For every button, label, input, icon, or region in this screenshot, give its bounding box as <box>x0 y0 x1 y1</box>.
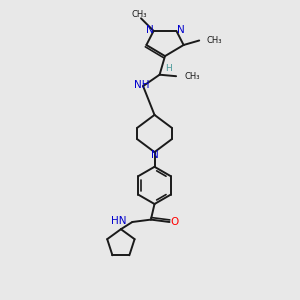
Text: N: N <box>177 25 184 35</box>
Text: O: O <box>170 217 179 227</box>
Text: H: H <box>165 64 171 73</box>
Text: NH: NH <box>134 80 149 90</box>
Text: N: N <box>151 150 159 161</box>
Text: N: N <box>146 25 153 35</box>
Text: HN: HN <box>111 216 127 226</box>
Text: CH₃: CH₃ <box>184 72 200 81</box>
Text: CH₃: CH₃ <box>207 36 222 45</box>
Text: CH₃: CH₃ <box>132 10 147 19</box>
